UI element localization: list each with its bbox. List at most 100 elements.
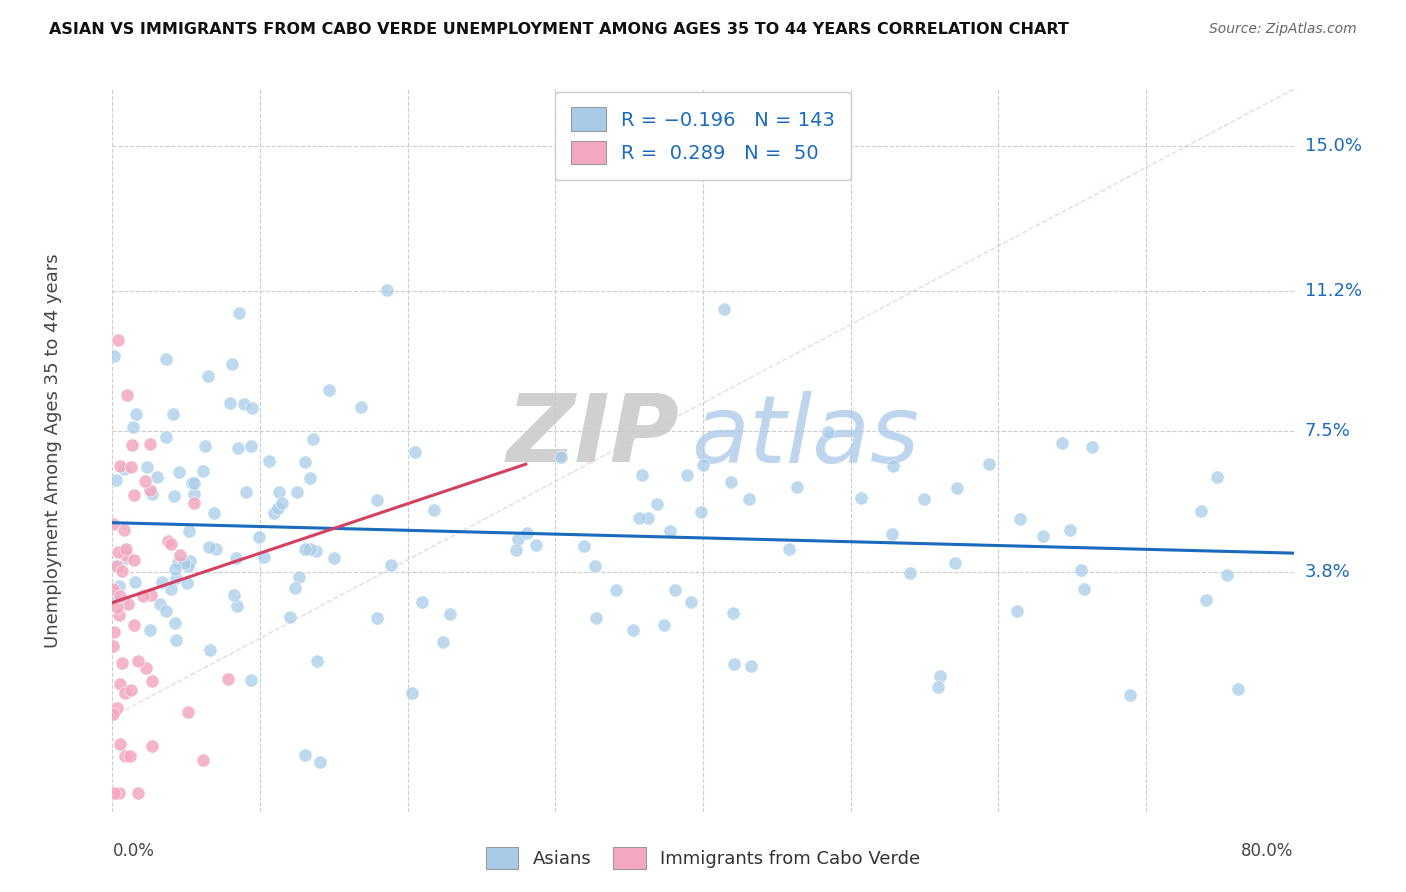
Point — [122, 618, 145, 632]
Point — [118, 749, 141, 764]
Point — [176, 575, 198, 590]
Point — [263, 506, 285, 520]
Point — [411, 594, 433, 608]
Point — [240, 673, 263, 687]
Point — [105, 599, 128, 614]
Point — [155, 430, 177, 444]
Point — [222, 588, 245, 602]
Point — [1008, 512, 1031, 526]
Point — [115, 551, 138, 566]
Point — [239, 439, 262, 453]
Point — [278, 610, 301, 624]
Point — [225, 550, 247, 565]
Point — [132, 590, 155, 604]
Point — [111, 564, 134, 578]
Point — [979, 457, 1001, 471]
Point — [267, 485, 290, 500]
Point — [160, 582, 183, 596]
Point — [194, 439, 217, 453]
Point — [155, 604, 177, 618]
Point — [114, 462, 136, 476]
Point — [115, 388, 138, 402]
Point — [271, 496, 294, 510]
Point — [120, 683, 142, 698]
Point — [778, 541, 800, 556]
Point — [160, 536, 183, 550]
Point — [943, 557, 966, 571]
Point — [179, 554, 201, 568]
Point — [366, 493, 388, 508]
Point — [605, 583, 627, 598]
Point — [163, 562, 186, 576]
Point — [141, 739, 163, 754]
Point — [288, 570, 311, 584]
Point — [647, 497, 669, 511]
Point — [226, 441, 249, 455]
Point — [107, 545, 129, 559]
Point — [149, 597, 172, 611]
Point — [108, 579, 131, 593]
Point — [432, 634, 454, 648]
Point — [849, 491, 872, 505]
Point — [198, 540, 221, 554]
Point — [1052, 436, 1074, 450]
Text: Source: ZipAtlas.com: Source: ZipAtlas.com — [1209, 22, 1357, 37]
Point — [226, 599, 249, 613]
Point — [124, 575, 146, 590]
Point — [165, 571, 187, 585]
Point — [740, 659, 762, 673]
Point — [631, 467, 654, 482]
Point — [183, 496, 205, 510]
Point — [652, 618, 675, 632]
Point — [294, 542, 316, 557]
Point — [145, 470, 167, 484]
Text: 7.5%: 7.5% — [1305, 423, 1351, 441]
Point — [103, 591, 125, 606]
Point — [305, 654, 328, 668]
Legend: R = −0.196   N = 143, R =  0.289   N =  50: R = −0.196 N = 143, R = 0.289 N = 50 — [555, 92, 851, 180]
Point — [115, 548, 138, 562]
Point — [786, 480, 808, 494]
Text: atlas: atlas — [692, 391, 920, 482]
Point — [122, 552, 145, 566]
Point — [103, 517, 125, 532]
Point — [679, 595, 702, 609]
Point — [108, 608, 131, 623]
Point — [927, 680, 949, 694]
Point — [191, 754, 214, 768]
Point — [124, 488, 146, 502]
Point — [108, 459, 131, 474]
Point — [723, 657, 745, 671]
Point — [108, 737, 131, 751]
Point — [191, 464, 214, 478]
Point — [228, 306, 250, 320]
Point — [375, 283, 398, 297]
Point — [253, 550, 276, 565]
Point — [304, 544, 326, 558]
Point — [572, 539, 595, 553]
Point — [180, 476, 202, 491]
Point — [134, 474, 156, 488]
Point — [217, 672, 239, 686]
Point — [112, 523, 135, 537]
Point — [585, 610, 607, 624]
Point — [301, 432, 323, 446]
Point — [676, 467, 699, 482]
Point — [1216, 567, 1239, 582]
Point — [1227, 682, 1250, 697]
Point — [200, 643, 222, 657]
Point — [664, 582, 686, 597]
Point — [247, 531, 270, 545]
Point — [165, 632, 187, 647]
Point — [141, 486, 163, 500]
Point — [179, 524, 201, 538]
Point — [294, 455, 316, 469]
Point — [221, 357, 243, 371]
Point — [122, 420, 145, 434]
Point — [817, 425, 839, 439]
Point — [235, 484, 257, 499]
Point — [125, 407, 148, 421]
Point — [1059, 524, 1081, 538]
Point — [111, 657, 134, 671]
Point — [309, 756, 332, 770]
